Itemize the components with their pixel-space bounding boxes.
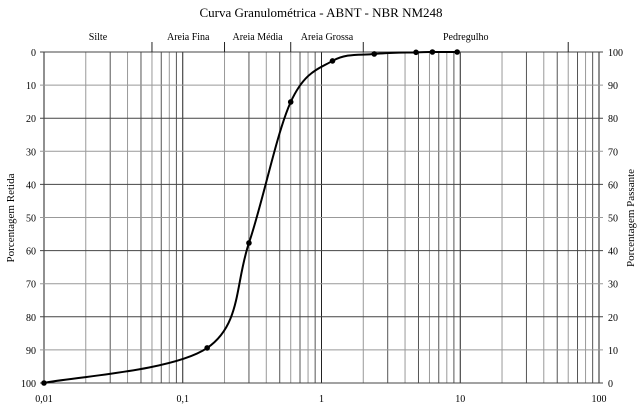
y-tick-label-left: 30 [26,147,36,158]
data-point [454,49,460,55]
y-tick-label-left: 40 [26,180,36,191]
y-tick-label-right: 100 [608,48,623,59]
zone-label: Areia Fina [167,32,210,43]
y-tick-label-right: 50 [608,214,618,225]
y-tick-label-right: 60 [608,180,618,191]
y-tick-label-left: 10 [26,81,36,92]
grid [40,51,603,384]
y-tick-label-left: 80 [26,313,36,324]
zone-label: Silte [89,32,108,43]
zone-label: Areia Média [232,32,283,43]
y-tick-label-right: 40 [608,247,618,258]
x-tick-label: 10 [455,394,465,405]
data-point [429,49,436,55]
y-axis-label-left: Porcentagem Retida [5,173,17,262]
y-tick-label-right: 80 [608,114,618,125]
y-tick-label-right: 20 [608,313,618,324]
y-tick-label-left: 70 [26,280,36,291]
y-tick-label-left: 50 [26,214,36,225]
data-point [329,58,336,64]
y-tick-label-left: 60 [26,247,36,258]
y-tick-label-right: 30 [608,280,618,291]
data-point [41,380,47,386]
data-point [246,240,252,246]
x-tick-label: 0,01 [35,394,53,405]
y-tick-label-left: 90 [26,346,36,357]
y-axis-label-right: Porcentagem Passante [625,169,637,267]
x-tick-label: 1 [319,394,324,405]
x-tick-label: 100 [592,394,607,405]
y-tick-label-left: 100 [21,379,36,390]
y-tick-label-right: 10 [608,346,618,357]
x-tick-label: 0,1 [177,394,190,405]
chart-title: Curva Granulométrica - ABNT - NBR NM248 [199,5,442,20]
data-point [204,345,210,351]
ticks: 0,01 0,1 1 10 100010203040506070809010010090… [21,48,623,405]
data-point [371,51,378,57]
zones: Silte Areia Fina Areia Média Areia Grossa Pe… [89,32,569,52]
data-point [413,49,419,56]
y-tick-label-right: 0 [608,379,613,390]
y-tick-label-left: 0 [31,48,36,59]
zone-label: Pedregulho [443,32,489,43]
y-tick-label-right: 90 [608,81,618,92]
data-points [41,49,460,386]
y-tick-label-right: 70 [608,147,618,158]
y-tick-label-left: 20 [26,114,36,125]
zone-label: Areia Grossa [301,32,354,43]
data-point [287,99,294,105]
